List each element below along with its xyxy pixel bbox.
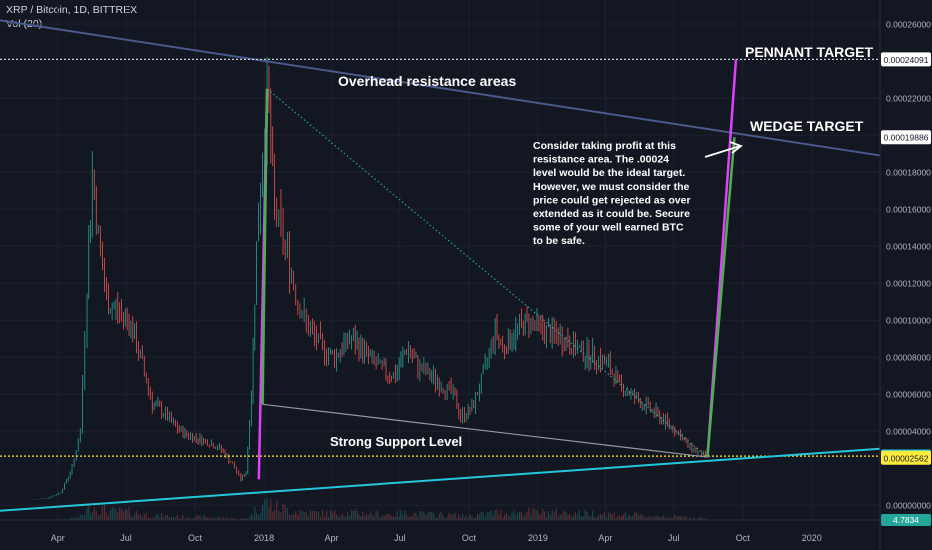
annotations: PENNANT TARGET WEDGE TARGET Overhead resis… bbox=[330, 44, 874, 449]
x-tick-label: 2020 bbox=[802, 533, 822, 543]
arrow-shaft bbox=[704, 145, 741, 158]
volume-label-box bbox=[881, 514, 931, 526]
y-tick-label: 0.00012000 bbox=[886, 279, 931, 289]
y-tick-label: 0.00006000 bbox=[886, 390, 931, 400]
resistance-areas-label: Overhead resistance areas bbox=[338, 73, 516, 89]
wedge-projection-line bbox=[706, 137, 736, 458]
x-tick-label: Apr bbox=[325, 533, 339, 543]
volume-label-text: 4.7834 bbox=[893, 515, 919, 525]
wedge-target-label: WEDGE TARGET bbox=[750, 118, 864, 134]
support-level-label: Strong Support Level bbox=[330, 434, 462, 449]
wedge-lower-line bbox=[262, 403, 708, 458]
x-tick-label: 2018 bbox=[254, 533, 274, 543]
x-tick-label: Jul bbox=[394, 533, 406, 543]
y-tick-label: 0.00014000 bbox=[886, 242, 931, 252]
price-label-text: 0.00024091 bbox=[884, 55, 929, 65]
x-tick-label: Oct bbox=[188, 533, 203, 543]
y-tick-label: 0.00010000 bbox=[886, 316, 931, 326]
trend-lines bbox=[0, 19, 881, 512]
x-tick-label: Apr bbox=[598, 533, 612, 543]
y-tick-label: 0.00008000 bbox=[886, 353, 931, 363]
price-label-text: 0.00002562 bbox=[884, 453, 929, 463]
chart-title: XRP / Bitcoin, 1D, BITTREX bbox=[6, 4, 138, 16]
wedge-pole-line bbox=[261, 88, 269, 405]
x-tick-label: Jul bbox=[120, 533, 132, 543]
profit-note-line: extended as it could be. Secure bbox=[533, 208, 690, 220]
x-tick-label: Jul bbox=[668, 533, 680, 543]
price-label-text: 0.00019886 bbox=[884, 133, 929, 143]
profit-note-line: some of your well earned BTC bbox=[533, 222, 684, 234]
x-tick-label: Apr bbox=[51, 533, 65, 543]
y-tick-label: 0.00018000 bbox=[886, 168, 931, 178]
price-label-box bbox=[881, 52, 931, 67]
x-tick-label: Oct bbox=[736, 533, 751, 543]
y-tick-label: 0.00000000 bbox=[886, 501, 931, 511]
volume-bars bbox=[33, 498, 707, 520]
profit-note-line: Consider taking profit at this bbox=[533, 140, 676, 152]
pennant-target-label: PENNANT TARGET bbox=[745, 44, 874, 60]
y-tick-label: 0.00026000 bbox=[886, 20, 931, 30]
price-label-box bbox=[881, 130, 931, 145]
resistance-line bbox=[0, 19, 881, 157]
x-tick-label: 2019 bbox=[528, 533, 548, 543]
y-tick-label: 0.00004000 bbox=[886, 427, 931, 437]
profit-note-line: level would be the ideal target. bbox=[533, 167, 685, 179]
y-tick-label: 0.00016000 bbox=[886, 205, 931, 215]
arrow-head bbox=[729, 141, 743, 154]
price-label-box bbox=[881, 450, 931, 465]
y-tick-label: 0.00022000 bbox=[886, 94, 931, 104]
profit-note-line: resistance area. The .00024 bbox=[533, 154, 669, 166]
profit-note-line: to be safe. bbox=[533, 235, 585, 247]
support-trend-line bbox=[0, 447, 881, 512]
x-tick-label: Oct bbox=[462, 533, 477, 543]
profit-note-line: price could get rejected as over bbox=[533, 194, 691, 206]
profit-note-line: However, we must consider the bbox=[533, 181, 690, 193]
